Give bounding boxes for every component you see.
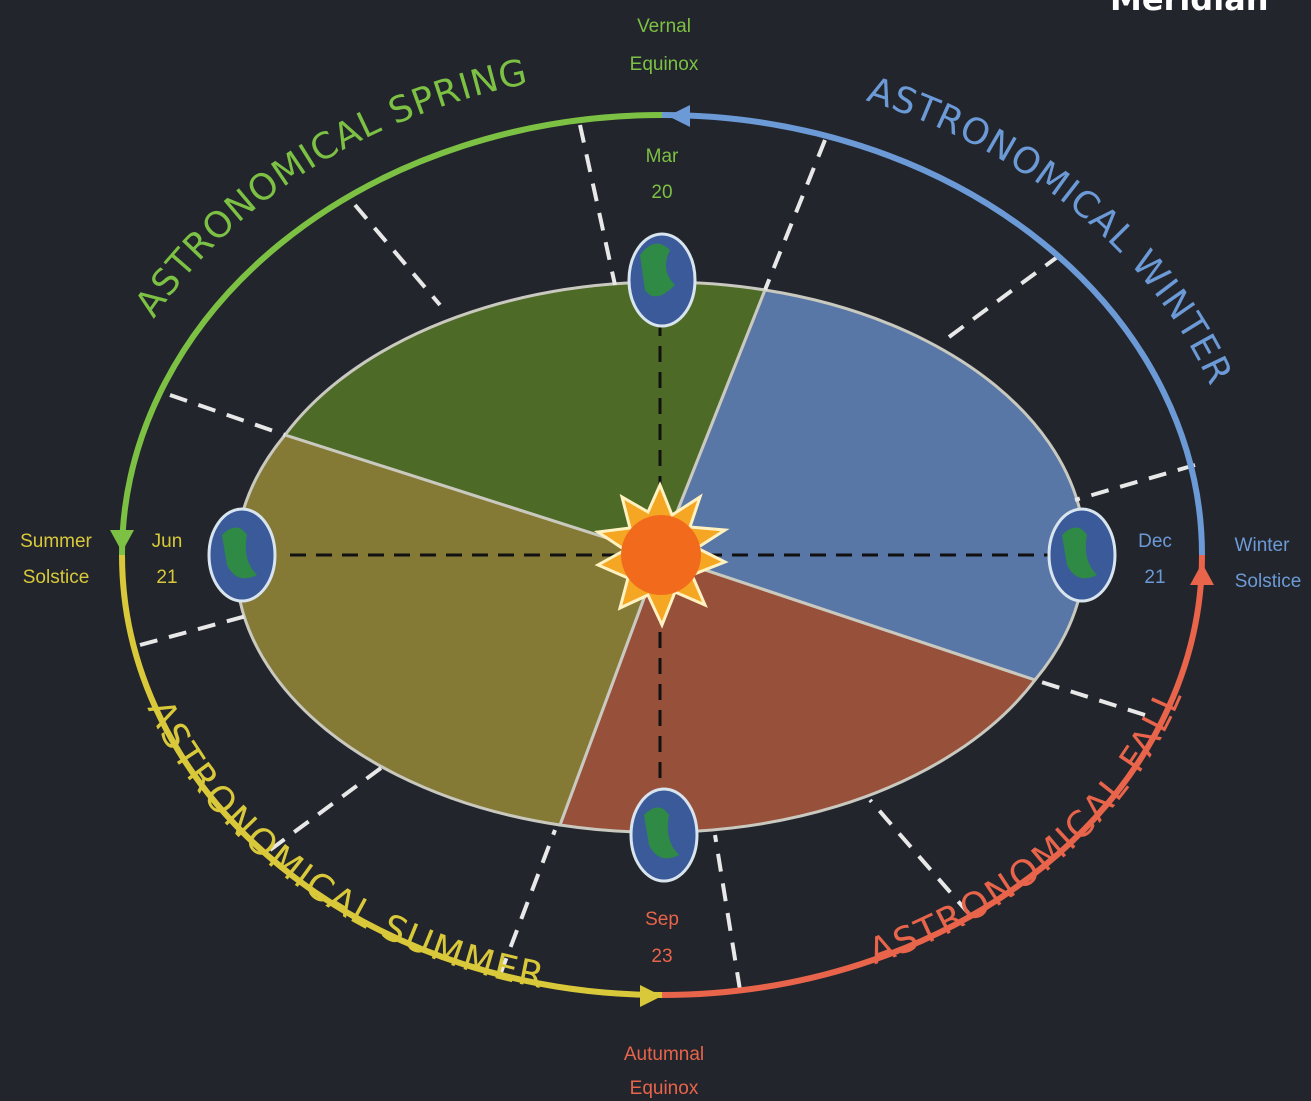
diagram: Meridian ASTR <box>0 0 1311 1101</box>
line: Autumnal <box>624 1044 704 1065</box>
line: Equinox <box>630 1078 699 1099</box>
line: Winter <box>1235 535 1291 556</box>
title: Meridian <box>1110 0 1269 18</box>
line: 23 <box>651 946 672 967</box>
line: Dec <box>1138 531 1172 552</box>
line: Solstice <box>23 567 90 588</box>
line: 20 <box>651 182 672 203</box>
line: Sep <box>645 909 679 930</box>
sun-core <box>621 515 701 595</box>
line: Summer <box>20 531 92 552</box>
line: Vernal <box>637 16 691 37</box>
line: Mar <box>646 146 679 167</box>
line: Jun <box>152 531 183 552</box>
line: 21 <box>1144 567 1165 588</box>
line: Solstice <box>1235 571 1302 592</box>
line: Equinox <box>630 54 699 75</box>
line: 21 <box>156 567 177 588</box>
